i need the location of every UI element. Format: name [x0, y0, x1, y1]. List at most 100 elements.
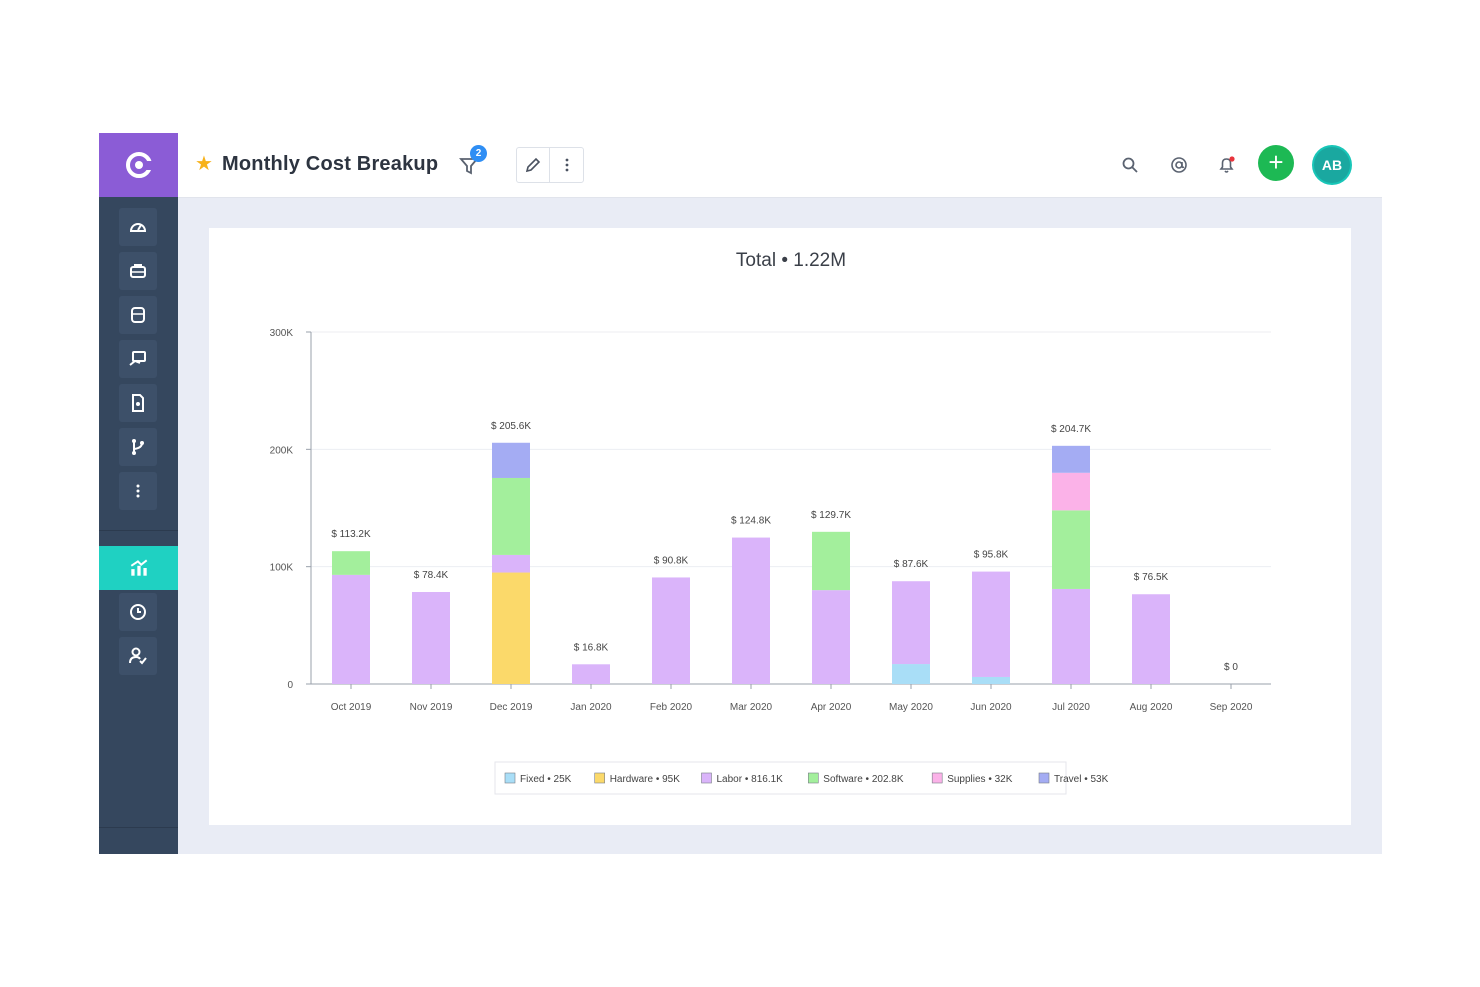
- top-bar: ★ Monthly Cost Breakup 2 + AB: [178, 133, 1382, 198]
- mentions-button[interactable]: [1168, 154, 1190, 176]
- bar-total-label: $ 204.7K: [1051, 424, 1091, 435]
- branch-icon: [132, 439, 144, 455]
- bar-total-label: $ 95.8K: [974, 550, 1009, 561]
- legend-swatch-supplies: [931, 772, 943, 784]
- legend-label-hardware: Hardware • 95K: [610, 774, 681, 785]
- chart-title: Total • 1.22M: [736, 250, 846, 271]
- legend-box: [494, 761, 1067, 795]
- bar-segment-fixed: [972, 676, 1010, 684]
- legend-swatch-software: [807, 772, 819, 784]
- legend-swatch-travel: [1038, 772, 1050, 784]
- x-tick-label: Jul 2020: [1052, 702, 1090, 713]
- favorite-star-icon[interactable]: ★: [195, 153, 213, 175]
- legend-swatch-hardware: [594, 772, 606, 784]
- bar-segment-labor: [492, 554, 530, 573]
- more-options-button[interactable]: [550, 148, 583, 182]
- bar-total-label: $ 87.6K: [894, 559, 929, 570]
- bar-segment-hardware: [492, 572, 530, 684]
- search-button[interactable]: [1119, 154, 1141, 176]
- bar-segment-labor: [332, 574, 370, 684]
- bar-segment-software: [332, 551, 370, 575]
- sidebar-item-assets[interactable]: [119, 296, 157, 334]
- legend-label-travel: Travel • 53K: [1054, 774, 1109, 785]
- avatar[interactable]: AB: [1314, 147, 1350, 183]
- more-vertical-icon: [136, 484, 140, 498]
- y-tick-label: 0: [287, 680, 293, 691]
- app-window: ★ Monthly Cost Breakup 2 + AB Total • 1.…: [99, 133, 1382, 854]
- edit-toolbar: [516, 147, 584, 183]
- legend-label-supplies: Supplies • 32K: [947, 774, 1013, 785]
- bar-total-label: $ 90.8K: [654, 555, 689, 566]
- sidebar-bottom-divider: [99, 827, 178, 828]
- bar-segment-fixed: [892, 664, 930, 684]
- pencil-icon: [525, 157, 541, 173]
- bar-segment-travel: [492, 442, 530, 478]
- legend-swatch-fixed: [504, 772, 516, 784]
- logo-icon: [125, 152, 153, 178]
- x-tick-label: Dec 2019: [490, 702, 533, 713]
- page-title: Monthly Cost Breakup: [222, 153, 439, 175]
- analytics-icon: [130, 559, 147, 576]
- more-vertical-icon: [565, 158, 568, 172]
- bar-segment-labor: [732, 537, 770, 684]
- bar-segment-software: [492, 477, 530, 555]
- bar-total-label: $ 16.8K: [574, 642, 609, 653]
- x-tick-label: Nov 2019: [410, 702, 453, 713]
- clock-icon: [130, 604, 146, 620]
- y-tick-label: 200K: [270, 445, 294, 456]
- bar-segment-labor: [572, 664, 610, 684]
- cost-breakup-chart: Total • 1.22M 300K 200K 100K 0 Oct 2019 $ 11…: [270, 250, 1271, 795]
- bar-segment-labor: [972, 571, 1010, 677]
- bar-segment-labor: [1132, 594, 1170, 684]
- bar-total-label: $ 78.4K: [414, 570, 449, 581]
- bar-segment-labor: [812, 590, 850, 684]
- x-tick-label: Oct 2019: [331, 702, 372, 713]
- sidebar-item-documents[interactable]: [119, 384, 157, 422]
- sidebar-divider: [99, 530, 178, 531]
- y-tick-label: 100K: [270, 563, 294, 574]
- bar-segment-labor: [412, 592, 450, 684]
- document-icon: [132, 394, 144, 412]
- bell-icon: [1219, 156, 1235, 173]
- sidebar-item-dashboard[interactable]: [119, 208, 157, 246]
- x-tick-label: Aug 2020: [1130, 702, 1173, 713]
- sidebar-item-users[interactable]: [119, 637, 157, 675]
- bar-segment-labor: [1052, 588, 1090, 684]
- user-check-icon: [129, 647, 147, 665]
- at-sign-icon: [1171, 157, 1187, 173]
- payments-icon: [129, 351, 146, 366]
- sidebar-item-history[interactable]: [119, 593, 157, 631]
- x-tick-label: Jun 2020: [970, 702, 1012, 713]
- bar-total-label: $ 129.7K: [811, 510, 851, 521]
- notifications-button[interactable]: [1216, 154, 1238, 176]
- legend-label-labor: Labor • 816.1K: [717, 774, 784, 785]
- x-tick-label: Sep 2020: [1210, 702, 1253, 713]
- bar-segment-supplies: [1052, 472, 1090, 511]
- sidebar-item-projects[interactable]: [119, 252, 157, 290]
- edit-button[interactable]: [517, 148, 550, 182]
- y-tick-label: 300K: [270, 328, 294, 339]
- sidebar-item-workflows[interactable]: [119, 428, 157, 466]
- legend-label-software: Software • 202.8K: [823, 774, 904, 785]
- legend-label-fixed: Fixed • 25K: [520, 774, 572, 785]
- bar-total-label: $ 113.2K: [331, 529, 371, 540]
- search-icon: [1122, 157, 1138, 173]
- sidebar: [99, 133, 178, 854]
- sidebar-item-more[interactable]: [119, 472, 157, 510]
- bar-segment-labor: [652, 577, 690, 684]
- legend-swatch-labor: [701, 772, 712, 784]
- bar-total-label: $ 0: [1224, 662, 1238, 673]
- sidebar-item-payments[interactable]: [119, 340, 157, 378]
- chart-card: Total • 1.22M 300K 200K 100K 0 Oct 2019 $ 11…: [209, 228, 1351, 825]
- x-tick-label: Feb 2020: [650, 702, 693, 713]
- bar-total-label: $ 124.8K: [731, 516, 771, 527]
- x-tick-label: Jan 2020: [570, 702, 612, 713]
- filter-count-badge: 2: [470, 145, 487, 162]
- database-icon: [131, 307, 145, 323]
- dashboard-icon: [129, 223, 147, 232]
- app-logo[interactable]: [99, 133, 178, 197]
- add-button[interactable]: +: [1258, 145, 1294, 181]
- sidebar-item-analytics[interactable]: [99, 546, 178, 590]
- bar-segment-labor: [892, 581, 930, 665]
- bar-segment-travel: [1052, 445, 1090, 473]
